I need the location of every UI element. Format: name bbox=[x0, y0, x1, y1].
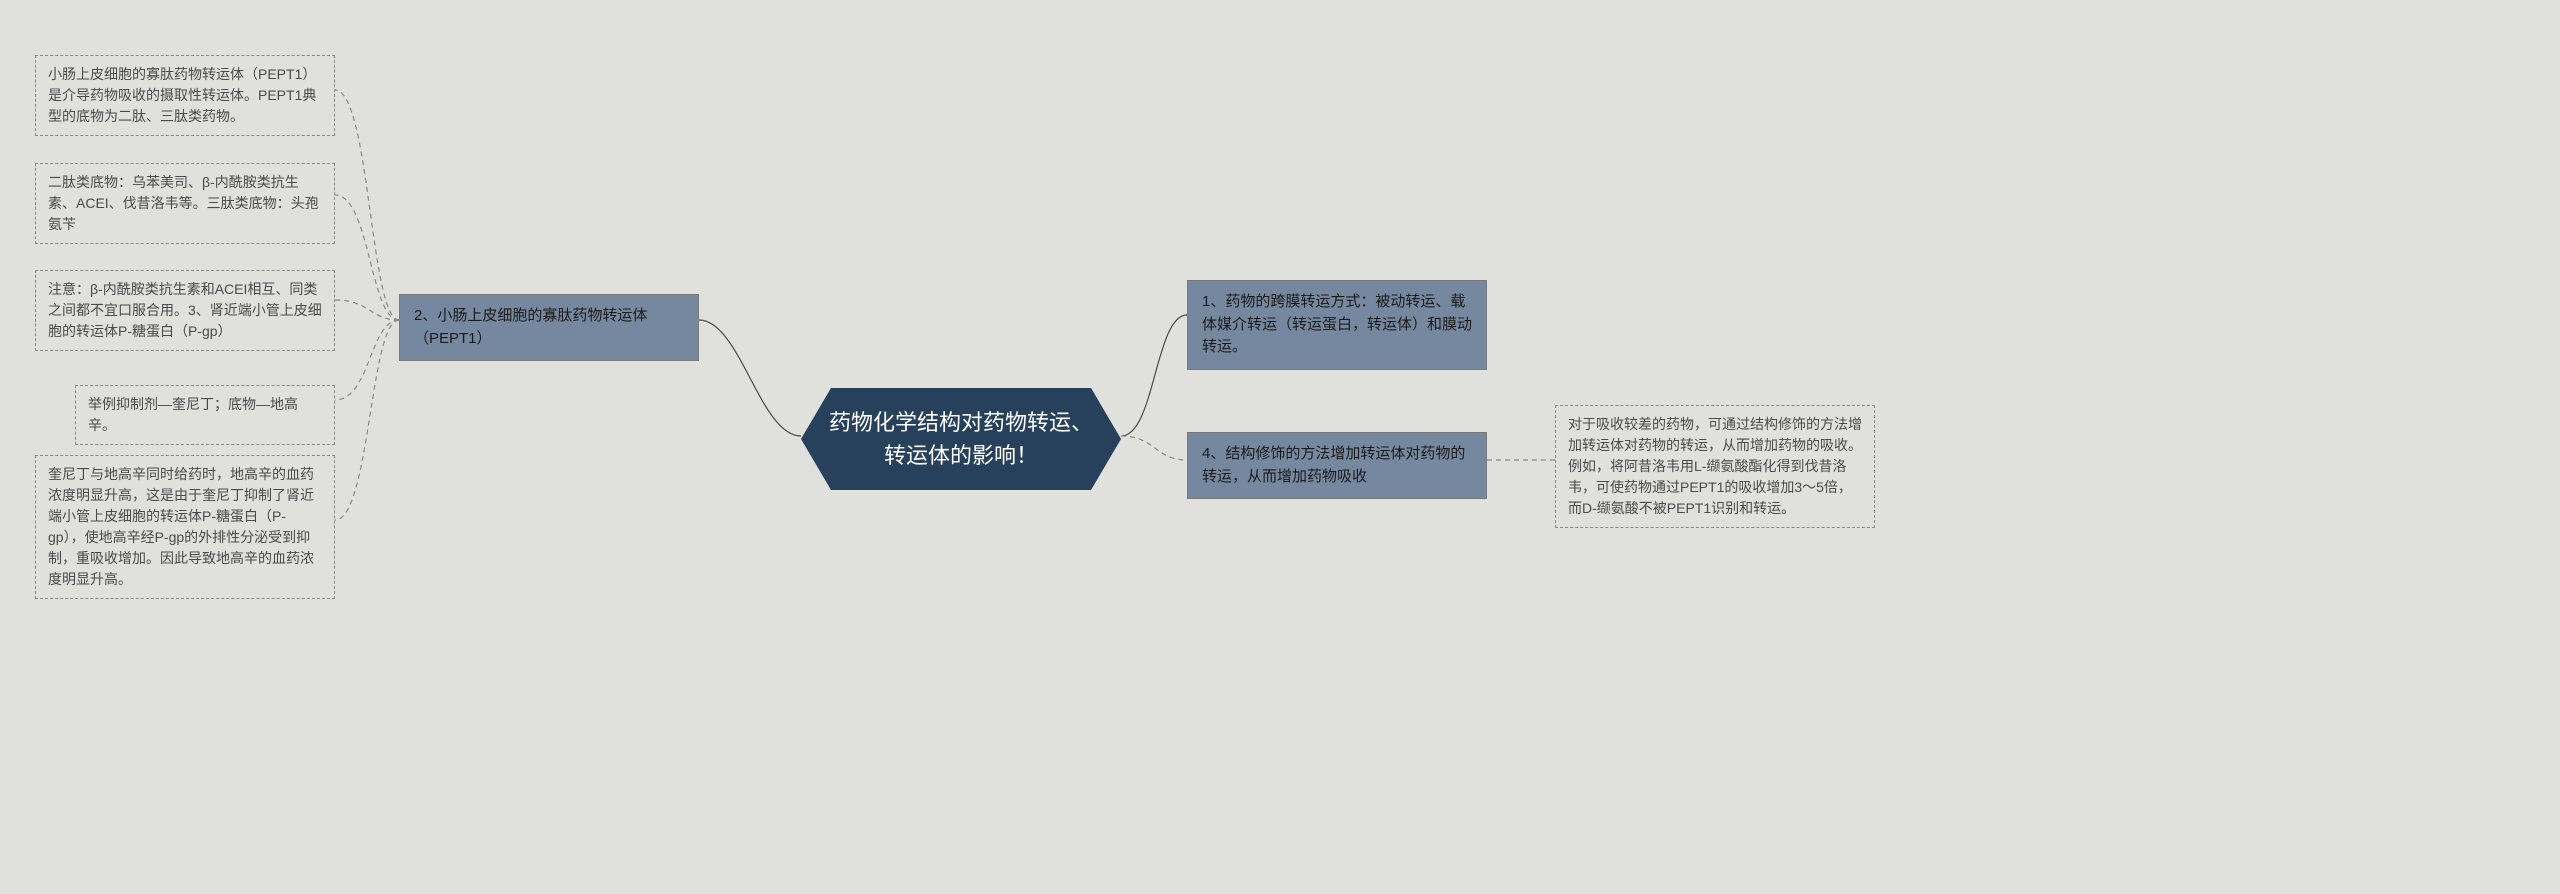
left-leaf-3[interactable]: 举例抑制剂—奎尼丁；底物—地高辛。 bbox=[75, 385, 335, 445]
left-branch[interactable]: 2、小肠上皮细胞的寡肽药物转运体（PEPT1） bbox=[399, 294, 699, 361]
left-leaf-3-text: 举例抑制剂—奎尼丁；底物—地高辛。 bbox=[88, 396, 298, 433]
center-topic-text: 药物化学结构对药物转运、转运体的影响！ bbox=[825, 406, 1097, 472]
left-leaf-4[interactable]: 奎尼丁与地高辛同时给药时，地高辛的血药浓度明显升高，这是由于奎尼丁抑制了肾近端小… bbox=[35, 455, 335, 599]
left-leaf-0-text: 小肠上皮细胞的寡肽药物转运体（PEPT1）是介导药物吸收的摄取性转运体。PEPT… bbox=[48, 66, 316, 124]
right-branch-0[interactable]: 1、药物的跨膜转运方式：被动转运、载体媒介转运（转运蛋白，转运体）和膜动转运。 bbox=[1187, 280, 1487, 370]
left-leaf-0[interactable]: 小肠上皮细胞的寡肽药物转运体（PEPT1）是介导药物吸收的摄取性转运体。PEPT… bbox=[35, 55, 335, 136]
right-branch-1-text: 4、结构修饰的方法增加转运体对药物的转运，从而增加药物吸收 bbox=[1202, 445, 1465, 485]
left-leaf-1[interactable]: 二肽类底物：乌苯美司、β-内酰胺类抗生素、ACEI、伐昔洛韦等。三肽类底物：头孢… bbox=[35, 163, 335, 244]
right-branch-1[interactable]: 4、结构修饰的方法增加转运体对药物的转运，从而增加药物吸收 bbox=[1187, 432, 1487, 499]
center-topic[interactable]: 药物化学结构对药物转运、转运体的影响！ bbox=[801, 388, 1121, 490]
right-branch-1-leaf-0-text: 对于吸收较差的药物，可通过结构修饰的方法增加转运体对药物的转运，从而增加药物的吸… bbox=[1568, 416, 1862, 516]
left-leaf-2[interactable]: 注意：β-内酰胺类抗生素和ACEI相互、同类之间都不宜口服合用。3、肾近端小管上… bbox=[35, 270, 335, 351]
right-branch-1-leaf-0[interactable]: 对于吸收较差的药物，可通过结构修饰的方法增加转运体对药物的转运，从而增加药物的吸… bbox=[1555, 405, 1875, 528]
left-leaf-1-text: 二肽类底物：乌苯美司、β-内酰胺类抗生素、ACEI、伐昔洛韦等。三肽类底物：头孢… bbox=[48, 174, 319, 232]
left-leaf-4-text: 奎尼丁与地高辛同时给药时，地高辛的血药浓度明显升高，这是由于奎尼丁抑制了肾近端小… bbox=[48, 466, 314, 587]
right-branch-0-text: 1、药物的跨膜转运方式：被动转运、载体媒介转运（转运蛋白，转运体）和膜动转运。 bbox=[1202, 293, 1472, 355]
left-leaf-2-text: 注意：β-内酰胺类抗生素和ACEI相互、同类之间都不宜口服合用。3、肾近端小管上… bbox=[48, 281, 322, 339]
left-branch-text: 2、小肠上皮细胞的寡肽药物转运体（PEPT1） bbox=[414, 307, 647, 347]
